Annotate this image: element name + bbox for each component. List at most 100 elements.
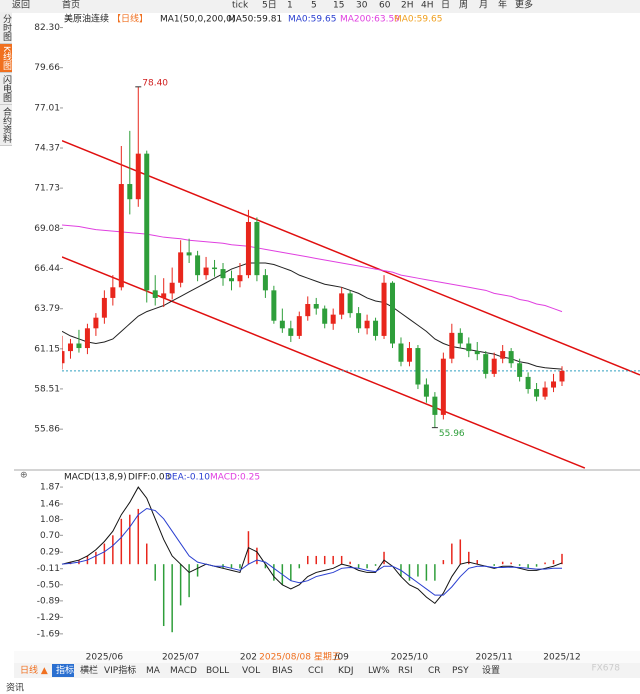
y-tick-label: 0.70 <box>40 531 60 541</box>
toolbar-button[interactable]: 60 <box>379 1 391 11</box>
candle-body <box>483 354 489 374</box>
toolbar-button[interactable]: tick <box>232 1 249 11</box>
candle-body <box>118 184 124 288</box>
tab[interactable]: 日线 ▲ <box>20 664 48 676</box>
candle-body <box>457 332 463 344</box>
y-tick-label: -0.89 <box>37 596 61 606</box>
candle-body <box>161 293 167 298</box>
toolbar-button[interactable]: 15 <box>333 1 344 11</box>
panel-icon[interactable]: ⊕ <box>20 471 28 481</box>
tab[interactable]: VIP指标 <box>104 664 136 676</box>
tab-bg[interactable] <box>394 664 422 677</box>
toolbar <box>0 0 640 13</box>
tab[interactable]: MACD <box>170 666 197 676</box>
y-tick-label: 69.08 <box>34 224 60 234</box>
tab-bg[interactable] <box>448 664 476 677</box>
candle-body <box>178 252 184 283</box>
y-tick-label: 71.73 <box>34 184 60 194</box>
candle-body <box>339 293 345 315</box>
toolbar-button[interactable]: 5 <box>311 1 317 11</box>
annotation-label: 78.40 <box>142 78 168 88</box>
tab[interactable]: 指标 <box>56 664 74 676</box>
toolbar-button[interactable]: 年 <box>498 0 507 11</box>
tab[interactable]: VOL <box>242 666 260 676</box>
candle-body <box>474 351 480 355</box>
tab-bg[interactable] <box>238 664 266 677</box>
tab-bg[interactable] <box>52 664 74 677</box>
y-tick-label: 61.15 <box>34 344 60 354</box>
tab[interactable]: CR <box>428 666 441 676</box>
sidebar-tab[interactable]: K线图 <box>0 44 12 73</box>
header-text: MA50:59.81 <box>228 15 282 25</box>
candle-body <box>93 317 99 329</box>
candle-body <box>491 358 497 374</box>
tab-bg[interactable] <box>166 664 200 677</box>
candle-body <box>220 269 226 279</box>
macd-header: MACD:0.25 <box>210 473 260 483</box>
candle-body <box>169 282 175 294</box>
toolbar-button[interactable]: 首页 <box>62 0 80 11</box>
tab-bg[interactable] <box>142 664 164 677</box>
candle-body <box>559 370 565 382</box>
candle-body <box>356 313 362 329</box>
candle-body <box>144 153 150 291</box>
tab-bg[interactable] <box>100 664 140 677</box>
toolbar-button[interactable]: 5日 <box>262 0 277 11</box>
tab-bg[interactable] <box>304 664 332 677</box>
toolbar-button[interactable]: 返回 <box>12 0 30 11</box>
toolbar-button[interactable]: 2H <box>401 1 414 11</box>
toolbar-button[interactable]: 1 <box>287 1 293 11</box>
tab-bg[interactable] <box>202 664 236 677</box>
candle-body <box>322 308 328 324</box>
toolbar-button[interactable]: 周 <box>459 0 468 11</box>
toolbar-button[interactable]: 30 <box>356 1 368 11</box>
candle-body <box>262 275 268 291</box>
header-text: MA200:63.59 <box>340 15 400 25</box>
annotation-label: 55.96 <box>439 429 465 439</box>
y-tick-label: -1.69 <box>37 629 61 639</box>
tab[interactable]: 设置 <box>482 665 500 676</box>
x-tick-label: /09 <box>334 653 349 663</box>
tab-bg[interactable] <box>76 664 98 677</box>
tab-bg[interactable] <box>424 664 446 677</box>
candle-body <box>508 351 514 364</box>
tab[interactable]: MA <box>146 666 161 676</box>
line <box>62 224 563 313</box>
toolbar-button[interactable]: 4H <box>421 1 434 11</box>
tab-bg[interactable] <box>268 664 302 677</box>
candle-body <box>373 320 379 336</box>
candle-body <box>398 343 404 362</box>
candle-body <box>551 381 557 388</box>
header-text: MA1(50,0,200,0) <box>160 15 235 25</box>
tab[interactable]: CCI <box>308 666 323 676</box>
tab-bg[interactable] <box>478 664 500 677</box>
tab[interactable]: BIAS <box>272 666 293 676</box>
tab[interactable]: RSI <box>398 666 413 676</box>
candle-body <box>500 351 506 359</box>
sidebar-tab[interactable]: 分时图 <box>0 12 12 44</box>
y-tick-label: -0.11 <box>37 564 60 574</box>
x-tick-label: 202 <box>240 653 257 663</box>
y-tick-label: -1.29 <box>37 613 61 623</box>
tab[interactable]: PSY <box>452 666 469 676</box>
trendline <box>62 256 586 469</box>
tab-bg[interactable] <box>364 664 392 677</box>
candle-body <box>305 304 311 317</box>
toolbar-button[interactable]: 月 <box>479 0 488 11</box>
sidebar-tab[interactable]: 闪电图 <box>0 72 12 105</box>
y-tick-label: -0.50 <box>37 580 61 590</box>
tab[interactable]: KDJ <box>338 666 354 676</box>
tab[interactable]: BOLL <box>206 666 229 676</box>
y-tick-label: 1.46 <box>40 499 60 509</box>
tab-bg[interactable] <box>16 664 50 677</box>
y-tick-label: 79.66 <box>34 63 60 73</box>
toolbar-button[interactable]: 日 <box>441 0 450 11</box>
tab[interactable]: 横栏 <box>80 664 98 676</box>
footer[interactable]: 资讯 <box>6 683 24 694</box>
sidebar-tab[interactable]: 合约资料 <box>0 104 12 146</box>
tab[interactable]: LW% <box>368 666 390 676</box>
candle-body <box>279 320 285 329</box>
candle-body <box>228 278 234 282</box>
tab-bg[interactable] <box>334 664 362 677</box>
toolbar-button[interactable]: 更多 <box>515 0 533 11</box>
